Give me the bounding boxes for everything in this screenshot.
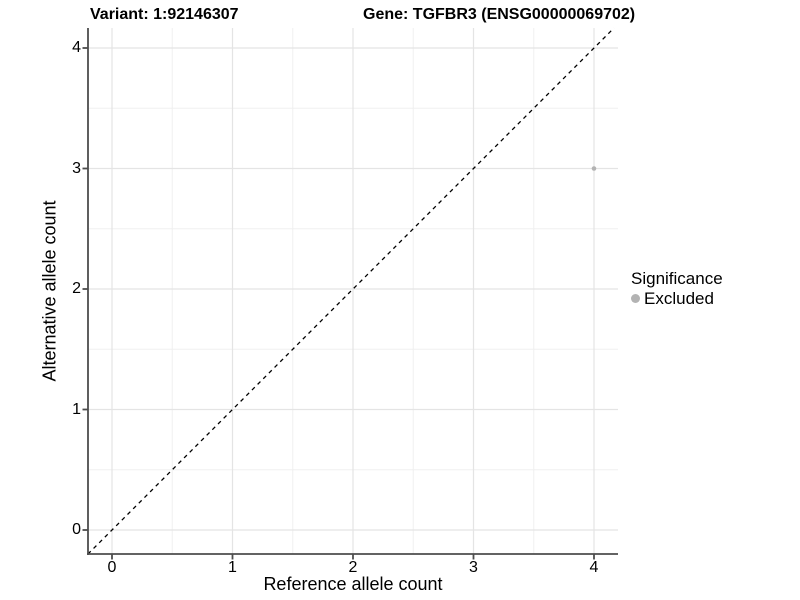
y-tick-label-2: 2 (72, 280, 81, 297)
x-tick-label-4: 4 (589, 559, 599, 576)
x-tick-label-2: 2 (348, 559, 358, 576)
y-tick-label-0: 0 (72, 521, 81, 538)
legend: Significance Excluded (631, 269, 723, 308)
identity-line (87, 27, 615, 555)
data-point (591, 166, 597, 171)
x-tick-label-1: 1 (228, 559, 237, 576)
y-axis-title: Alternative allele count (39, 200, 60, 382)
x-tick-label-0: 0 (107, 559, 117, 576)
y-tick-label-4: 4 (72, 39, 81, 56)
legend-item-excluded: Excluded (631, 289, 723, 308)
legend-point-icon (631, 294, 640, 303)
legend-title: Significance (631, 269, 723, 288)
plot-title-variant: Variant: 1:92146307 (90, 6, 239, 23)
legend-item-label: Excluded (644, 289, 714, 308)
plot-title-gene: Gene: TGFBR3 (ENSG00000069702) (363, 6, 636, 23)
x-tick-label-3: 3 (469, 559, 478, 576)
y-tick-label-1: 1 (72, 400, 81, 418)
x-axis-title: Reference allele count (263, 574, 443, 594)
y-tick-label-3: 3 (72, 159, 81, 177)
